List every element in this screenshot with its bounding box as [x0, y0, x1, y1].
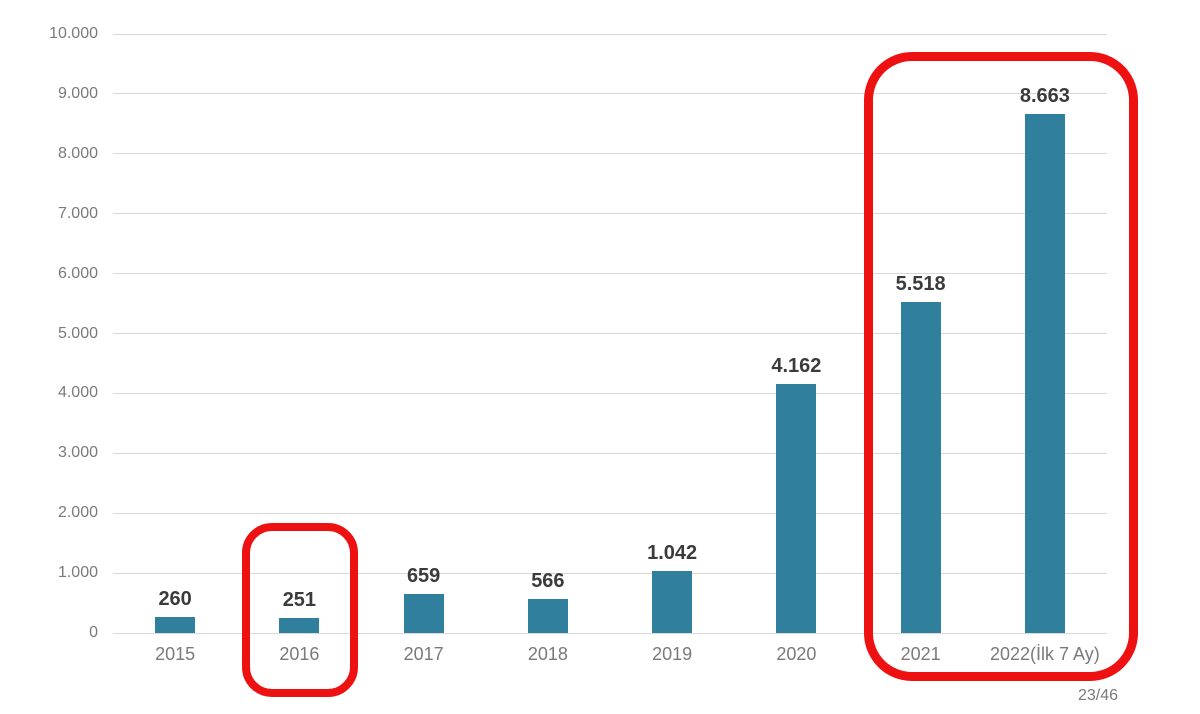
gridline: [113, 333, 1107, 334]
y-axis-tick-label: 0: [89, 624, 98, 641]
gridline: [113, 33, 1107, 35]
bar-value-label: 4.162: [771, 354, 822, 377]
y-axis-tick-label: 9.000: [57, 84, 98, 102]
bar-value-label: 566: [531, 570, 565, 593]
x-axis-tick-label: 2018: [527, 644, 568, 664]
x-axis-tick-label: 2017: [403, 644, 444, 664]
bar-value-label: 260: [158, 588, 192, 611]
bar-2019: [652, 570, 693, 633]
bar-value-label: 1.042: [647, 541, 698, 564]
bar-2020: [776, 383, 817, 633]
x-axis-tick-label: 2022(İlk 7 Ay): [990, 644, 1100, 664]
x-axis-tick-label: 2015: [155, 644, 196, 664]
bar-2022(İlk 7 Ay): [1024, 114, 1065, 633]
bar-value-label: 659: [406, 564, 441, 587]
y-axis-tick-label: 4.000: [57, 384, 98, 402]
y-axis-tick-label: 10.000: [49, 25, 98, 42]
y-axis-tick-label: 1.000: [57, 564, 98, 582]
gridline: [113, 452, 1107, 454]
bar-2018: [527, 599, 568, 633]
bar-value-label: 5.518: [895, 273, 946, 296]
gridline: [113, 153, 1107, 155]
highlight-box-2021-2022(İlk 7 Ay): [864, 52, 1138, 681]
x-axis-tick-label: 2020: [776, 644, 817, 664]
gridline: [113, 512, 1107, 514]
bar-value-label: 251: [282, 588, 317, 611]
gridline: [113, 572, 1107, 574]
bar-2016: [279, 617, 320, 633]
bar-value-label: 8.663: [1019, 85, 1070, 108]
bar-2017: [403, 593, 444, 633]
x-axis-tick-label: 2019: [652, 644, 693, 664]
y-axis-tick-label: 5.000: [57, 324, 98, 342]
x-axis-tick-label: 2016: [279, 644, 320, 664]
gridline: [113, 392, 1107, 394]
y-axis-tick-label: 6.000: [57, 264, 98, 282]
bar-2021: [900, 302, 941, 633]
y-axis-tick-label: 2.000: [57, 504, 98, 522]
highlight-box-2016: [242, 523, 358, 697]
gridline: [113, 632, 1107, 634]
y-axis-tick-label: 3.000: [57, 444, 98, 462]
bar-2015: [155, 617, 196, 633]
page-number: 23/46: [1078, 687, 1119, 704]
gridline: [113, 273, 1107, 275]
gridline: [113, 213, 1107, 215]
gridline: [113, 93, 1107, 95]
y-axis-tick-label: 8.000: [57, 144, 98, 162]
y-axis-tick-label: 7.000: [57, 204, 98, 222]
